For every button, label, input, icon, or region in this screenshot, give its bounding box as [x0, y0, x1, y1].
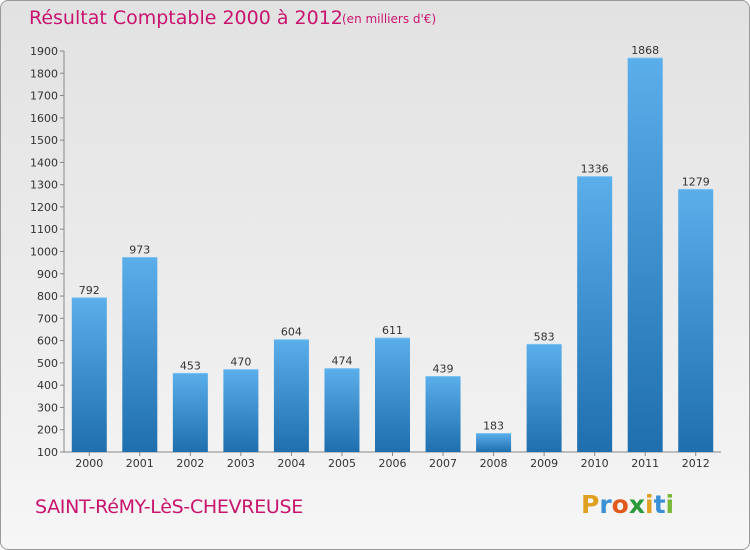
y-tick-label: 100	[37, 446, 58, 459]
y-tick-label: 1300	[30, 179, 58, 192]
y-tick-label: 800	[37, 290, 58, 303]
value-label: 1336	[581, 163, 609, 176]
bar-2010	[577, 176, 613, 452]
x-tick-label: 2008	[480, 457, 508, 470]
value-label: 470	[230, 356, 251, 369]
y-tick-label: 600	[37, 335, 58, 348]
x-tick-label: 2001	[126, 457, 154, 470]
x-tick-label: 2009	[530, 457, 558, 470]
x-tick-label: 2006	[379, 457, 407, 470]
chart-title: Résultat Comptable 2000 à 2012	[29, 7, 343, 29]
bar-2003	[223, 369, 259, 452]
y-tick-label: 1200	[30, 201, 58, 214]
bar-2000	[71, 297, 107, 452]
x-tick-label: 2004	[277, 457, 305, 470]
x-tick-label: 2010	[581, 457, 609, 470]
y-tick-label: 900	[37, 268, 58, 281]
bar-2004	[273, 339, 309, 452]
bar-2001	[122, 257, 158, 452]
value-label: 474	[331, 355, 352, 368]
x-tick-label: 2003	[227, 457, 255, 470]
y-tick-label: 1600	[30, 112, 58, 125]
value-label: 453	[180, 359, 201, 372]
x-tick-label: 2012	[682, 457, 710, 470]
value-label: 604	[281, 326, 302, 339]
value-label: 183	[483, 420, 504, 433]
y-tick-label: 1800	[30, 67, 58, 80]
y-tick-label: 1700	[30, 90, 58, 103]
value-label: 1279	[682, 175, 710, 188]
y-tick-label: 700	[37, 312, 58, 325]
x-tick-label: 2002	[176, 457, 204, 470]
chart-subtitle: (en milliers d'€)	[342, 12, 437, 26]
y-tick-label: 500	[37, 357, 58, 370]
bar-2008	[476, 433, 512, 452]
logo-letter: t	[653, 490, 666, 519]
y-tick-label: 1500	[30, 134, 58, 147]
y-tick-label: 1100	[30, 223, 58, 236]
value-labels: 792 973 453 470 604 474 611 439 183 583 1336 1868 12…	[79, 44, 710, 432]
y-tick-label: 1400	[30, 156, 58, 169]
x-tick-label: 2005	[328, 457, 356, 470]
bar-2009	[526, 344, 562, 452]
y-tick-label: 1000	[30, 246, 58, 259]
y-tick-label: 400	[37, 379, 58, 392]
x-tick-label: 2000	[75, 457, 103, 470]
bar-2011	[627, 58, 663, 453]
bar-2006	[375, 338, 410, 452]
bars	[71, 57, 714, 453]
bar-2005	[324, 368, 360, 452]
logo-letter: i	[645, 490, 654, 519]
logo-letter: i	[665, 490, 675, 519]
logo-letter: P	[581, 490, 600, 519]
value-label: 611	[382, 324, 403, 337]
value-label: 439	[433, 362, 454, 375]
x-tick-label: 2007	[429, 457, 457, 470]
y-tick-label: 1900	[30, 45, 58, 58]
logo-letter: r	[599, 490, 612, 519]
logo-letter: o	[611, 490, 629, 519]
y-tick-label: 300	[37, 401, 58, 414]
value-label: 583	[534, 330, 555, 343]
bar-2012	[678, 189, 714, 452]
value-label: 792	[79, 284, 100, 297]
bar-2002	[172, 373, 208, 452]
logo-letter: x	[628, 490, 645, 519]
city-name: SAINT-RéMY-LèS-CHEVREUSE	[35, 496, 303, 518]
y-tick-label: 200	[37, 424, 58, 437]
value-label: 973	[129, 244, 150, 257]
proxiti-logo: Proxiti	[581, 490, 674, 519]
x-tick-label: 2011	[631, 457, 659, 470]
value-label: 1868	[631, 44, 659, 57]
bar-2007	[425, 376, 461, 452]
